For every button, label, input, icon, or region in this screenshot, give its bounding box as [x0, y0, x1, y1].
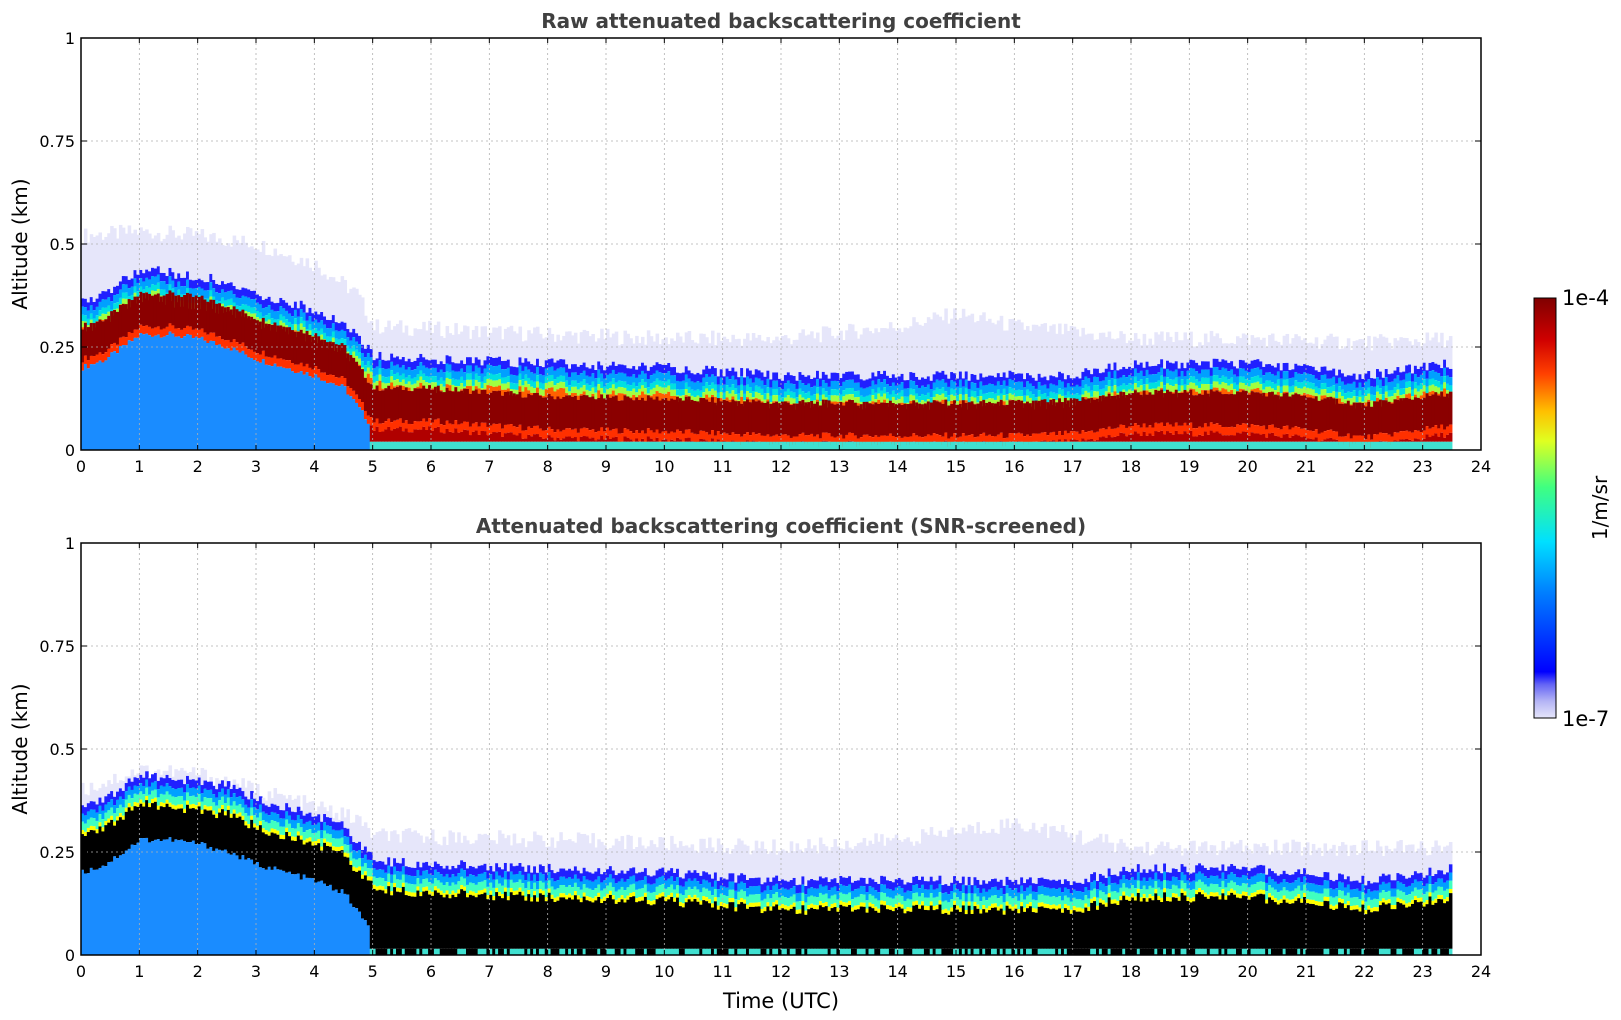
y-tick-label: 1: [65, 29, 75, 48]
y-tick-label: 0.75: [39, 132, 75, 151]
x-tick-label: 3: [251, 962, 261, 981]
y-tick-label: 0.75: [39, 637, 75, 656]
x-tick-label: 17: [1062, 962, 1082, 981]
panel-snr: Attenuated backscattering coefficient (S…: [8, 514, 1491, 1013]
chart-title: Attenuated backscattering coefficient (S…: [476, 514, 1086, 538]
y-axis-ticks: 0 0.25 0.5 0.75 1: [39, 534, 1481, 965]
x-tick-label: 1: [134, 962, 144, 981]
colorbar-max-label: 1e-4: [1562, 286, 1609, 310]
y-tick-label: 0.25: [39, 338, 75, 357]
x-axis-ticks: 0 1 2 3 4 5 6 7 8 9 10 11 12 13 14 15 16 17 18 19 20 21 22 23 24: [76, 543, 1491, 981]
colorbar-gradient: [1533, 297, 1557, 719]
x-tick-label: 18: [1121, 962, 1141, 981]
x-tick-label: 14: [887, 962, 907, 981]
x-tick-label: 8: [543, 457, 553, 476]
x-tick-label: 2: [193, 962, 203, 981]
x-tick-label: 13: [829, 962, 849, 981]
x-tick-label: 16: [1004, 962, 1024, 981]
colorbar-label: 1/m/sr: [1588, 475, 1612, 540]
x-tick-label: 10: [654, 457, 674, 476]
x-tick-label: 4: [309, 457, 319, 476]
x-tick-label: 9: [601, 457, 611, 476]
x-tick-label: 21: [1296, 962, 1316, 981]
heatmap-raw: [81, 224, 1453, 450]
x-tick-label: 22: [1354, 962, 1374, 981]
x-tick-label: 15: [946, 457, 966, 476]
x-tick-label: 11: [712, 962, 732, 981]
x-tick-label: 20: [1237, 962, 1257, 981]
x-tick-label: 23: [1412, 457, 1432, 476]
x-tick-label: 5: [368, 457, 378, 476]
colorbar: 1e-4 1e-7 1/m/sr: [1533, 286, 1612, 731]
x-tick-label: 21: [1296, 457, 1316, 476]
x-tick-label: 12: [771, 962, 791, 981]
y-tick-label: 0.5: [50, 235, 75, 254]
heatmap-snr: [81, 765, 1453, 955]
x-tick-label: 24: [1471, 962, 1491, 981]
x-tick-label: 12: [771, 457, 791, 476]
y-axis-label: Altitude (km): [8, 683, 32, 814]
y-axis-ticks: 0 0.25 0.5 0.75 1: [39, 29, 1481, 460]
x-tick-label: 19: [1179, 962, 1199, 981]
x-tick-label: 9: [601, 962, 611, 981]
x-tick-label: 0: [76, 962, 86, 981]
colorbar-min-label: 1e-7: [1562, 707, 1609, 731]
x-axis-ticks: 0 1 2 3 4 5 6 7 8 9 10 11 12 13 14 15 16 17 18 19 20 21 22 23 24: [76, 38, 1491, 476]
grid: [81, 38, 1481, 450]
x-tick-label: 17: [1062, 457, 1082, 476]
y-tick-label: 0: [65, 441, 75, 460]
y-tick-label: 0.5: [50, 740, 75, 759]
x-tick-label: 4: [309, 962, 319, 981]
y-axis-label: Altitude (km): [8, 178, 32, 309]
x-tick-label: 0: [76, 457, 86, 476]
x-tick-label: 3: [251, 457, 261, 476]
x-tick-label: 24: [1471, 457, 1491, 476]
x-tick-label: 14: [887, 457, 907, 476]
y-tick-label: 0.25: [39, 843, 75, 862]
x-tick-label: 6: [426, 457, 436, 476]
y-tick-label: 1: [65, 534, 75, 553]
x-tick-label: 13: [829, 457, 849, 476]
x-tick-label: 20: [1237, 457, 1257, 476]
x-tick-label: 5: [368, 962, 378, 981]
x-tick-label: 2: [193, 457, 203, 476]
x-tick-label: 6: [426, 962, 436, 981]
x-tick-label: 23: [1412, 962, 1432, 981]
x-tick-label: 7: [484, 457, 494, 476]
x-tick-label: 19: [1179, 457, 1199, 476]
x-tick-label: 22: [1354, 457, 1374, 476]
chart-title: Raw attenuated backscattering coefficien…: [541, 9, 1021, 33]
x-axis-label: Time (UTC): [722, 989, 839, 1013]
x-tick-label: 16: [1004, 457, 1024, 476]
x-tick-label: 7: [484, 962, 494, 981]
grid: [81, 543, 1481, 955]
panel-raw: Raw attenuated backscattering coefficien…: [8, 9, 1491, 476]
x-tick-label: 10: [654, 962, 674, 981]
x-tick-label: 15: [946, 962, 966, 981]
x-tick-label: 18: [1121, 457, 1141, 476]
x-tick-label: 8: [543, 962, 553, 981]
y-tick-label: 0: [65, 946, 75, 965]
x-tick-label: 11: [712, 457, 732, 476]
x-tick-label: 1: [134, 457, 144, 476]
